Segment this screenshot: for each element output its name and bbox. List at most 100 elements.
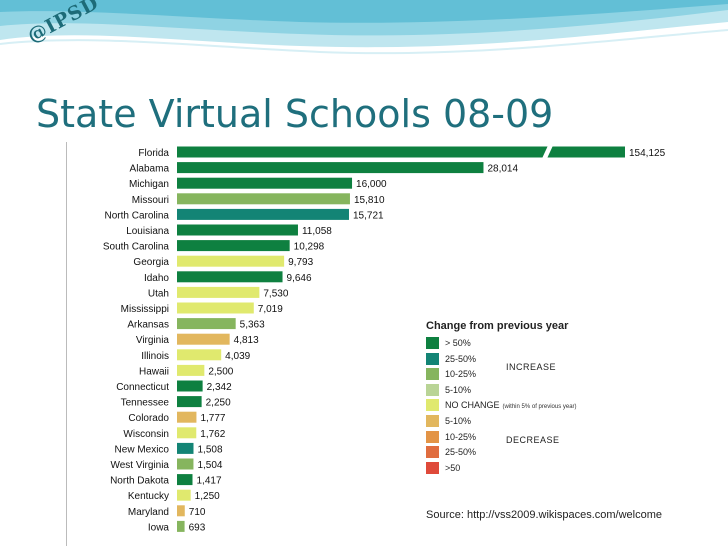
legend-item: 25-50% xyxy=(426,351,716,367)
legend: Change from previous year > 50% 25-50% 10-… xyxy=(426,320,716,475)
category-label: West Virginia xyxy=(110,460,169,471)
category-label: Missouri xyxy=(132,195,169,206)
legend-increase-label: INCREASE xyxy=(506,362,557,372)
value-label: 16,000 xyxy=(356,179,387,190)
bar xyxy=(177,333,230,345)
legend-label: 5-10% xyxy=(445,384,472,395)
category-label: Maryland xyxy=(128,507,169,518)
value-label: 11,058 xyxy=(302,226,332,237)
bar xyxy=(177,302,254,314)
category-label: Louisiana xyxy=(126,226,169,237)
value-label: 5,363 xyxy=(240,320,265,331)
legend-swatch xyxy=(426,337,439,349)
category-label: North Dakota xyxy=(110,476,169,487)
bar xyxy=(177,193,350,205)
value-label: 1,504 xyxy=(197,460,222,471)
legend-item: 10-25% xyxy=(426,429,716,445)
bar xyxy=(177,240,290,252)
bar-chart: Florida 154,125 Alabama 28,014 Michigan 16,00… xyxy=(103,145,666,533)
legend-items: > 50% 25-50% 10-25% 5-10% NO CHANGE (within 5… xyxy=(426,335,716,475)
legend-item: 5-10% xyxy=(426,413,716,429)
legend-item: >50 xyxy=(426,460,716,476)
value-label: 9,646 xyxy=(287,273,312,284)
value-label: 710 xyxy=(189,507,206,518)
category-label: Arkansas xyxy=(127,320,169,331)
legend-label: 5-10% xyxy=(445,415,472,426)
legend-item: 10-25% xyxy=(426,366,716,382)
value-label: 1,250 xyxy=(195,491,220,502)
value-label: 7,530 xyxy=(263,288,288,299)
bar xyxy=(177,271,283,283)
bar xyxy=(177,146,625,158)
category-label: Iowa xyxy=(148,522,170,533)
category-label: Colorado xyxy=(128,413,169,424)
legend-swatch xyxy=(426,461,439,474)
value-label: 2,250 xyxy=(206,398,231,409)
legend-label: NO CHANGE (within 5% of previous year) xyxy=(445,400,577,411)
value-label: 1,508 xyxy=(197,444,222,455)
category-label: Kentucky xyxy=(128,491,169,502)
header-decoration xyxy=(0,0,728,55)
value-label: 2,500 xyxy=(208,366,233,377)
bar xyxy=(177,458,194,470)
legend-label: 25-50% xyxy=(445,353,477,364)
legend-item: > 50% xyxy=(426,335,716,351)
value-label: 1,762 xyxy=(200,429,225,440)
source-note: Source: http://vss2009.wikispaces.com/we… xyxy=(426,509,662,521)
value-label: 1,417 xyxy=(197,476,222,487)
category-label: Hawaii xyxy=(139,366,169,377)
legend-item: NO CHANGE (within 5% of previous year) xyxy=(426,397,716,413)
bar xyxy=(177,427,197,439)
category-label: Florida xyxy=(138,148,169,159)
value-label: 693 xyxy=(189,522,206,533)
category-label: South Carolina xyxy=(103,242,170,253)
bar xyxy=(177,177,353,189)
legend-swatch xyxy=(426,399,439,412)
legend-label: >50 xyxy=(445,462,461,473)
category-label: Idaho xyxy=(144,273,169,284)
legend-swatch xyxy=(426,430,439,443)
chart-left-rule xyxy=(66,142,67,546)
category-label: Illinois xyxy=(141,351,169,362)
value-label: 15,721 xyxy=(353,210,384,221)
legend-swatch xyxy=(426,368,439,381)
bar xyxy=(177,520,185,532)
legend-label: > 50% xyxy=(445,338,471,348)
legend-label: 10-25% xyxy=(445,369,477,380)
bar xyxy=(177,224,298,236)
category-label: Georgia xyxy=(133,257,169,268)
value-label: 4,813 xyxy=(234,335,259,346)
category-label: Tennessee xyxy=(121,398,170,409)
legend-swatch xyxy=(426,352,439,365)
value-label: 7,019 xyxy=(258,304,283,315)
legend-swatch xyxy=(426,446,439,459)
bar xyxy=(177,489,191,501)
legend-item: 5-10% xyxy=(426,382,716,398)
bar xyxy=(177,396,202,408)
value-label: 154,125 xyxy=(629,148,666,159)
value-label: 1,777 xyxy=(200,413,225,424)
legend-note: (within 5% of previous year) xyxy=(502,404,577,411)
slide-title: State Virtual Schools 08-09 xyxy=(36,92,554,136)
category-label: Connecticut xyxy=(116,382,169,393)
category-label: Michigan xyxy=(129,179,169,190)
category-label: Virginia xyxy=(136,335,170,346)
axis-break-mark xyxy=(542,145,553,159)
legend-label: 10-25% xyxy=(445,431,477,442)
legend-label: 25-50% xyxy=(445,447,477,458)
category-label: North Carolina xyxy=(105,210,170,221)
value-label: 15,810 xyxy=(354,195,385,206)
legend-item: 25-50% xyxy=(426,444,716,460)
bar xyxy=(177,364,205,376)
bar xyxy=(177,474,193,486)
category-label: Utah xyxy=(148,288,169,299)
bar xyxy=(177,505,185,517)
bar xyxy=(177,255,285,267)
legend-swatch xyxy=(426,383,439,396)
value-label: 4,039 xyxy=(225,351,250,362)
legend-title: Change from previous year xyxy=(426,320,569,332)
bar xyxy=(177,208,349,220)
value-label: 10,298 xyxy=(294,242,325,253)
legend-swatch xyxy=(426,414,439,427)
bar xyxy=(177,318,236,330)
